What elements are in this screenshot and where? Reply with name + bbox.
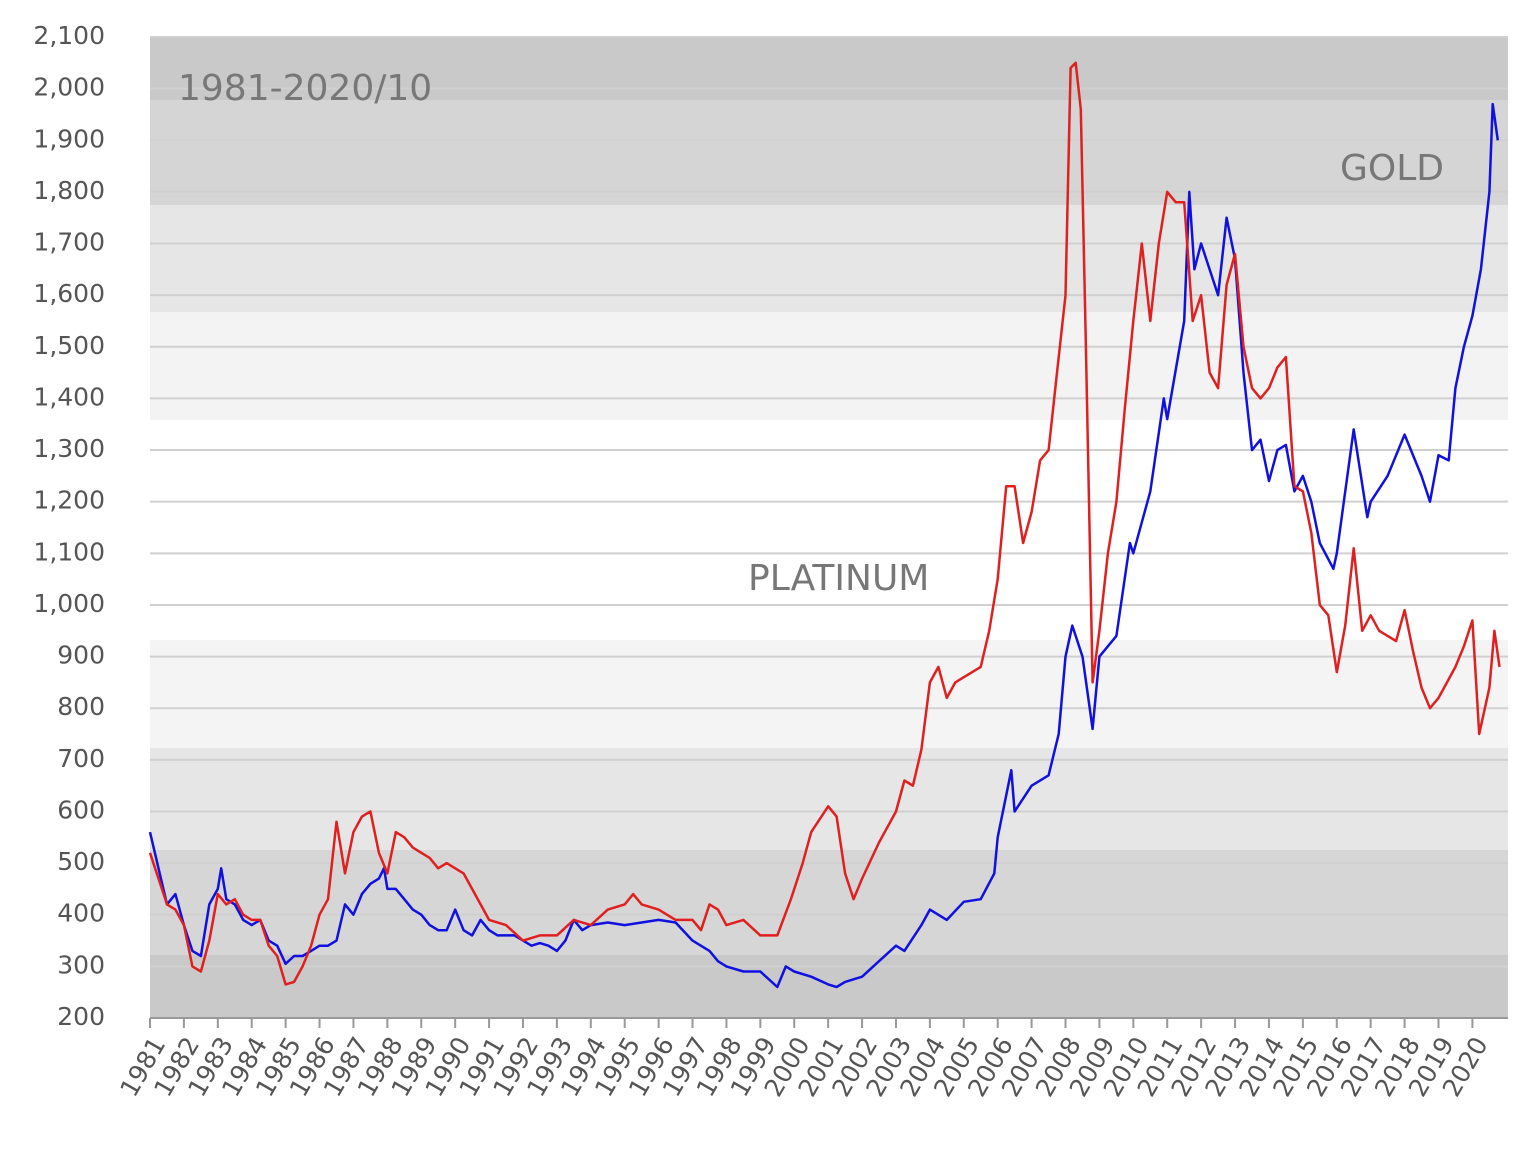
band	[150, 748, 1508, 850]
y-tick-label: 2,100	[33, 21, 105, 50]
y-tick-label: 300	[57, 950, 105, 979]
band	[150, 640, 1508, 748]
price-line	[148, 102, 1500, 989]
y-tick-label: 1,300	[33, 434, 105, 463]
band	[150, 312, 1508, 420]
y-tick-label: 1,200	[33, 486, 105, 515]
y-tick-label: 1,900	[33, 124, 105, 153]
y-tick-label: 1,800	[33, 176, 105, 205]
y-tick-label: 700	[57, 744, 105, 773]
y-tick-label: 1,400	[33, 382, 105, 411]
plot-background	[150, 37, 1508, 1018]
platinum-label: PLATINUM	[748, 558, 929, 599]
y-tick-label: 1,100	[33, 537, 105, 566]
gold-label: GOLD	[1340, 148, 1444, 189]
y-tick-label: 500	[57, 847, 105, 876]
band	[150, 955, 1508, 1018]
y-tick-label: 2,000	[33, 73, 105, 102]
y-tick-label: 600	[57, 795, 105, 824]
price-line	[148, 61, 1501, 986]
y-tick-label: 900	[57, 641, 105, 670]
y-tick-label: 1,600	[33, 279, 105, 308]
y-tick-label: 200	[57, 1002, 105, 1031]
y-tick-label: 400	[57, 899, 105, 928]
band	[150, 420, 1508, 640]
period-label: 1981-2020/10	[178, 68, 432, 109]
y-tick-label: 800	[57, 692, 105, 721]
y-tick-label: 1,000	[33, 589, 105, 618]
band	[150, 850, 1508, 955]
y-tick-label: 1,500	[33, 331, 105, 360]
band	[150, 100, 1508, 205]
y-tick-label: 1,700	[33, 228, 105, 257]
